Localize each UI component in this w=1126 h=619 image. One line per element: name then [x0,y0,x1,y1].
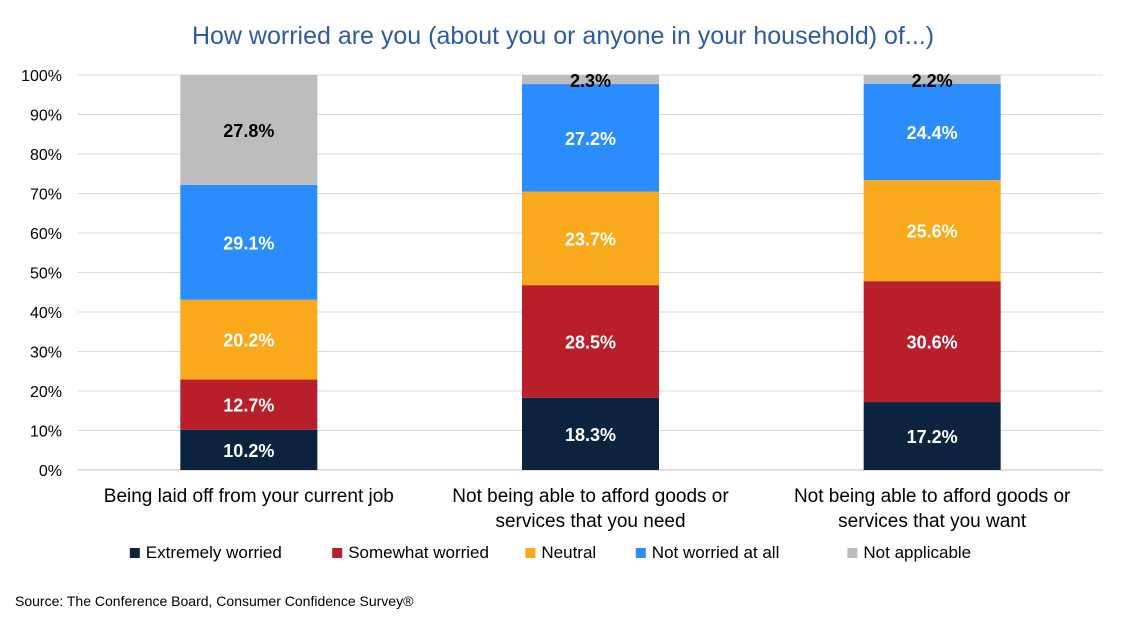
y-tick-label: 80% [30,147,62,164]
bar-segment [522,285,659,398]
data-label: 28.5% [565,332,616,352]
bar-segment [180,75,318,185]
data-label: 17.2% [907,427,958,447]
y-tick-label: 60% [30,226,62,243]
data-label: 29.1% [223,233,274,253]
bar-segment [863,75,1001,84]
data-label: 20.2% [223,331,274,351]
y-tick-label: 0% [39,463,62,480]
legend-label: Not applicable [863,543,971,562]
bar-segment [180,184,318,300]
legend-label: Somewhat worried [348,543,489,562]
y-tick-label: 50% [30,266,62,283]
data-label: 10.2% [223,441,274,461]
bar-segment [863,402,1001,470]
legend-swatch [525,548,536,558]
y-tick-label: 10% [30,424,62,441]
data-label: 2.3% [570,71,611,91]
data-label: 23.7% [565,229,616,249]
bar-segment [180,429,318,470]
bar-segment [522,191,659,286]
bar-segment [180,299,318,380]
y-tick-label: 100% [21,68,62,85]
y-tick-label: 40% [30,305,62,322]
bar-segment [522,397,659,470]
y-tick-label: 90% [30,108,62,125]
x-tick-label: services that you need [495,511,685,532]
y-axis: 0% 10% 20% 30% 40% 50% 60% 70% 80% 90% 100% [21,68,62,480]
legend-swatch [129,548,140,558]
data-label: 24.4% [907,123,958,143]
legend-swatch [635,548,646,558]
legend-label: Not worried at all [652,543,780,562]
legend-swatch [332,548,343,558]
bar-segment [180,379,318,430]
x-tick-label: Being laid off from your current job [104,486,394,507]
data-label: 27.2% [565,129,616,149]
data-label: 25.6% [907,222,958,242]
data-label: 18.3% [565,425,616,445]
y-tick-label: 20% [30,384,62,401]
data-label: 12.7% [223,396,274,416]
x-tick-label: services that you want [838,511,1027,532]
y-tick-label: 30% [30,345,62,362]
source-note: Source: The Conference Board, Consumer C… [15,593,414,609]
x-tick-label: Not being able to afford goods or [452,486,729,507]
x-axis: Being laid off from your current job Not … [104,486,1071,532]
legend-label: Extremely worried [146,543,282,562]
bar-segment [863,180,1001,282]
chart-title: How worried are you (about you or anyone… [192,22,934,50]
legend-swatch [847,548,858,558]
bar-segment [522,75,659,85]
y-tick-label: 70% [30,187,62,204]
legend: Extremely worried Somewhat worried Neutral… [129,543,971,562]
bar-segment [863,83,1001,181]
bars: 10.2% 12.7% 20.2% 29.1% 27.8% 18.3% 28.5% 23.7%… [180,71,1001,470]
data-label: 2.2% [912,71,953,91]
bar-segment [522,84,659,192]
data-label: 27.8% [223,121,274,141]
x-tick-label: Not being able to afford goods or [794,486,1071,507]
bar-segment [863,281,1001,403]
data-label: 30.6% [907,333,958,353]
legend-label: Neutral [541,543,596,562]
